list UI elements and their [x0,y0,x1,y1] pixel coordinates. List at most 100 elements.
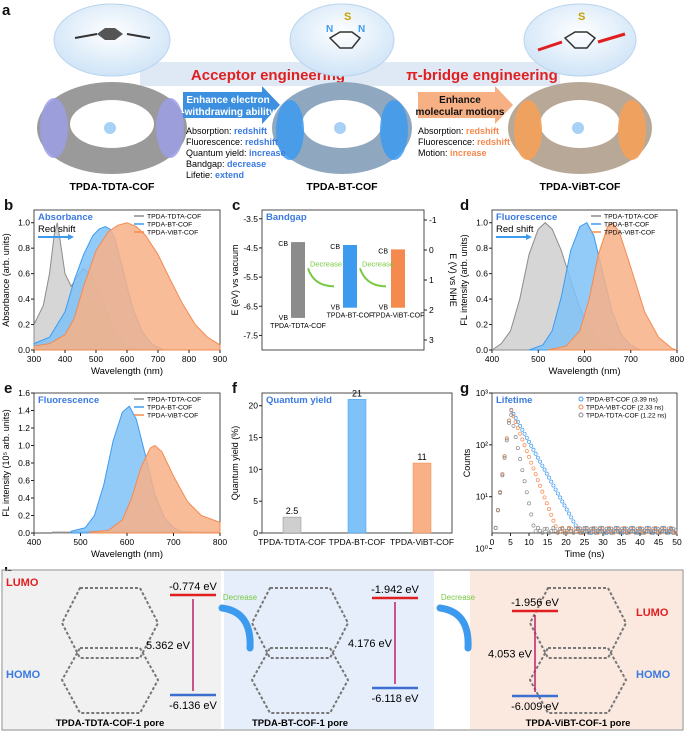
decay-point [555,491,560,496]
arrow2-line1: Enhance [439,95,481,106]
pore-label: TPDA-ViBT-COF-1 pore [526,718,631,729]
decrease-arrow [359,267,387,288]
y-tick-label: 10⁰ [475,544,488,554]
decay-point [595,528,600,533]
decay-point [582,525,587,530]
x-tick-label: 0 [490,537,495,547]
decay-point [642,528,647,533]
decay-point [533,472,538,477]
y-axis-label: Counts [462,448,472,477]
homo-energy: -6.136 eV [169,700,217,712]
decay-point [646,526,651,531]
decrease-arrow [307,267,335,288]
panel-h-border [1,569,684,731]
decay-point [571,530,576,535]
bubble-2: S N N [289,3,395,77]
pore-ring-bottom [250,647,350,714]
decay-point [589,530,594,535]
block-bg-3 [470,571,682,729]
decay-point [624,526,629,531]
legend-swatch [578,396,584,402]
decay-point [640,530,645,535]
decay-point [578,526,583,531]
decay-point [664,530,669,535]
y-tick-label: -3.5 [243,214,258,224]
y-tick-label: 0.2 [476,320,488,330]
y-right-axis-label: E (V) vs NHE [448,253,458,307]
decay-point [626,528,631,533]
x-tick-label: 40 [635,537,645,547]
decay-point [560,499,565,504]
decay-point [606,525,611,530]
vb-label: VB [379,305,389,312]
decay-point [662,527,667,531]
decay-point [671,530,676,535]
decay-point [584,526,589,531]
y-tick-label: 5 [253,496,258,506]
decay-point [515,425,520,430]
decay-point [502,454,507,459]
decay-point [535,455,540,460]
framework-3 [508,82,652,174]
y-tick-label: -6.5 [243,301,258,311]
atom-s: S [344,11,351,23]
panel-label-d: d [460,197,470,214]
legend-entry: TPDA-ViBT-COF [147,413,198,420]
panel-a-scheme: Acceptor engineering π-bridge engineerin… [37,3,652,193]
x-tick-label: 800 [182,354,196,364]
decay-point [666,530,671,535]
homo-label-right: HOMO [636,669,671,681]
chart-title: Bandgap [266,212,307,223]
decay-point [520,468,525,473]
decay-point [544,526,549,531]
decay-point [575,526,580,531]
decay-point [622,525,627,530]
decay-point [669,525,674,530]
decay-point [669,527,674,532]
decay-point [593,530,598,535]
y-right-tick-label: 3 [429,335,434,345]
decay-point [562,503,567,508]
y-tick-label: 0 [253,528,258,538]
atom-s-3: S [578,11,585,23]
decay-point [569,515,574,520]
x-tick-label: 50 [672,537,682,547]
pore-ring-top [528,587,628,659]
y-right-tick-label: 0 [429,245,434,255]
x-tick-label: 400 [485,354,499,364]
arrow1-line1: Enhance electron [186,95,269,106]
decay-point [520,437,525,442]
property-row: Bandgap: decrease [186,159,266,169]
decay-point [655,530,660,535]
qy-value-label: 21 [352,388,362,398]
panel-label-g: g [460,380,470,397]
decay-point [540,530,545,535]
y-tick-label: 15 [249,433,259,443]
decay-point [507,418,511,423]
decay-point [495,508,500,513]
decay-point [615,526,620,531]
decay-point [567,527,571,531]
legend-entry: TPDA-BT-COF [604,222,649,229]
y-tick-label: 10² [476,440,488,450]
decay-point [618,530,622,535]
x-tick-label: 10 [524,537,534,547]
decay-point [593,526,598,531]
decay-point [580,530,585,535]
qy-bar-1 [282,516,302,534]
y-tick-label: 10 [249,464,259,474]
pore-ring-top [60,587,160,659]
decay-point [620,530,625,535]
decay-point [509,412,514,417]
y-tick-label: 0.0 [18,528,30,538]
decay-point [542,467,547,472]
property-row: Absorption: redshift [418,126,499,136]
decay-point [564,507,569,512]
x-tick-label: 45 [654,537,664,547]
y-axis-label: Absorbance (arb. units) [1,233,11,327]
decay-point [578,528,583,533]
decay-point [529,443,534,448]
x-tick-label: 35 [617,537,627,547]
decay-point [518,457,523,462]
